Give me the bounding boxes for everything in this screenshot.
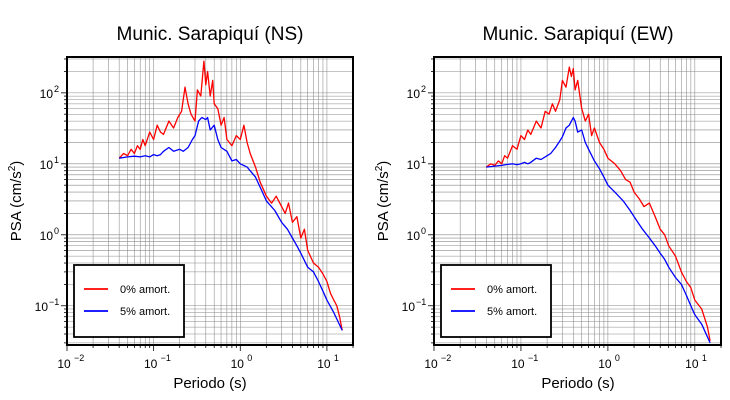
y-tick-label: 10 (35, 300, 49, 314)
plot-frame (433, 56, 722, 346)
grid (66, 57, 354, 345)
chart-title: Munic. Sarapiquí (EW) (482, 24, 673, 45)
y-tick-label: 10 (402, 300, 416, 314)
x-tick-label-exponent: 1 (334, 353, 339, 363)
legend: 0% amort. 5% amort. (440, 264, 552, 338)
x-tick-label: 10 (685, 357, 699, 371)
legend-box (73, 264, 185, 338)
x-tick-label: 10 (57, 357, 71, 371)
x-tick-label: 10 (511, 357, 525, 371)
y-tick-label: 10 (40, 87, 54, 101)
x-axis-label: Periodo (s) (173, 375, 246, 392)
y-tick-label: 10 (407, 158, 421, 172)
x-tick-label-exponent: −1 (528, 353, 538, 363)
series-line-blue (486, 116, 711, 344)
x-tick-label-exponent: −2 (441, 353, 451, 363)
y-tick-label-exponent: 1 (54, 155, 59, 165)
x-tick-label-exponent: 0 (615, 353, 620, 363)
legend-entry-label: 0% amort. (487, 284, 537, 296)
x-tick-label-exponent: −1 (161, 353, 171, 363)
y-axis-label: PSA (cm/s2) (7, 161, 25, 242)
y-tick-label: 10 (407, 87, 421, 101)
x-tick-label-exponent: −2 (74, 353, 84, 363)
y-tick-label: 10 (40, 158, 54, 172)
x-tick-label: 10 (598, 357, 612, 371)
y-tick-label-exponent: 2 (421, 84, 426, 94)
y-tick-label-exponent: −1 (416, 297, 426, 307)
series-line-red (118, 60, 343, 331)
x-tick-label-exponent: 0 (247, 353, 252, 363)
x-tick-label: 10 (144, 357, 158, 371)
legend-box (440, 264, 552, 338)
y-tick-label: 10 (407, 229, 421, 243)
x-tick-label: 10 (424, 357, 438, 371)
y-tick-label-exponent: 1 (421, 155, 426, 165)
y-tick-label-exponent: 2 (54, 84, 59, 94)
legend: 0% amort. 5% amort. (73, 264, 185, 338)
y-tick-label-exponent: 0 (54, 226, 59, 236)
legend-entry-label: 0% amort. (120, 284, 170, 296)
plot-frame (66, 56, 354, 346)
x-tick-label: 10 (231, 357, 245, 371)
x-tick-label-exponent: 1 (702, 353, 707, 363)
x-tick-label: 10 (317, 357, 331, 371)
y-tick-label-exponent: −1 (49, 297, 59, 307)
series-line-blue (119, 116, 343, 331)
chart-title: Munic. Sarapiquí (NS) (117, 24, 304, 45)
series-line-red (485, 66, 711, 342)
y-tick-label-exponent: 0 (421, 226, 426, 236)
x-axis-label: Periodo (s) (541, 375, 614, 392)
legend-entry-label: 5% amort. (487, 306, 537, 318)
legend-entry-label: 5% amort. (120, 306, 170, 318)
y-tick-label: 10 (40, 229, 54, 243)
y-axis-label: PSA (cm/s2) (374, 161, 392, 242)
